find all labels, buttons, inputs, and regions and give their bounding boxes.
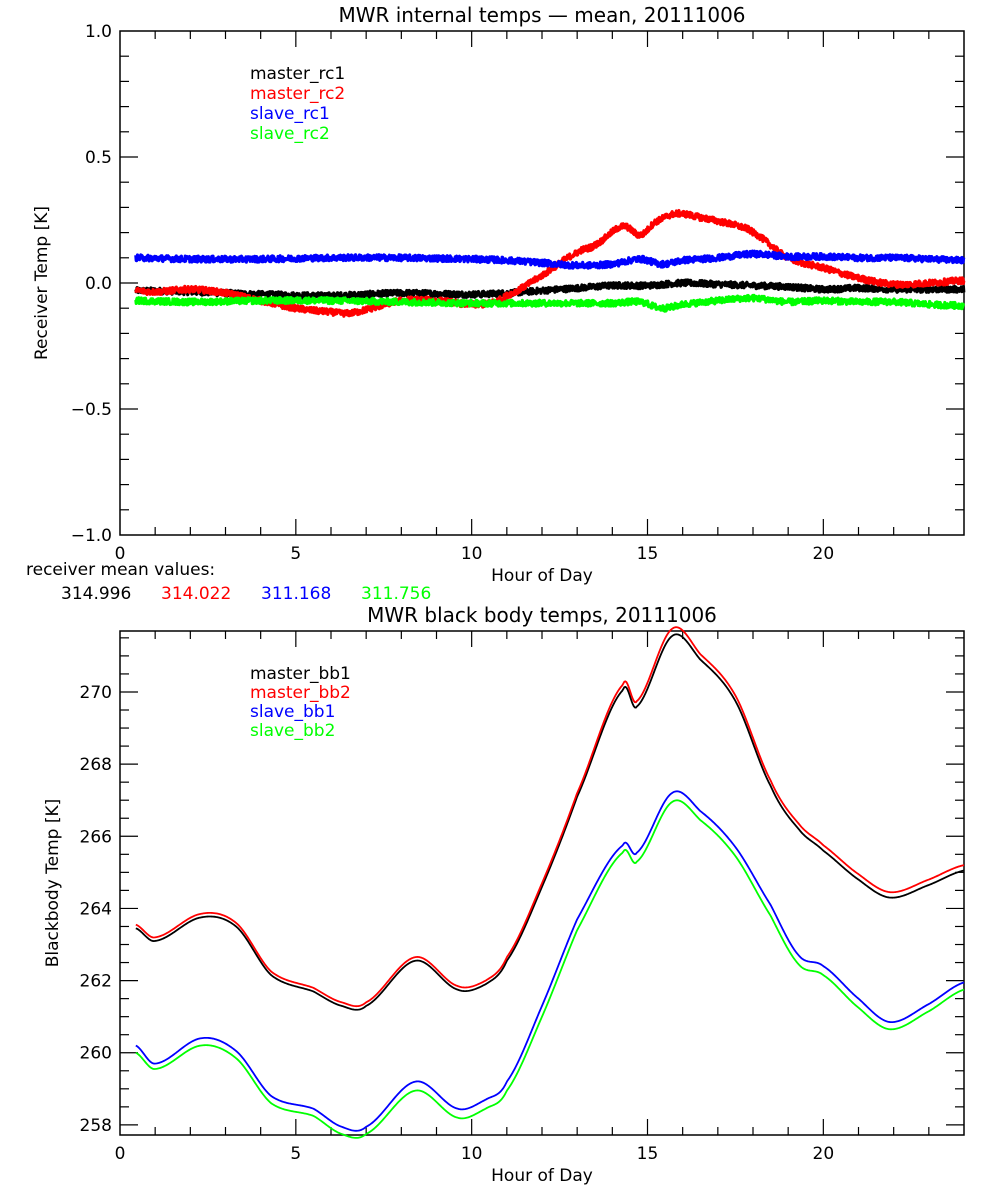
x-axis-label: Hour of Day [491,1166,593,1186]
y-tick-label: 1.0 [85,22,112,42]
legend-item-master-bb1: master_bb1 [250,664,351,684]
x-tick-label: 5 [290,1144,301,1164]
y-tick-label: −0.5 [71,400,112,420]
mean-value: 311.756 [361,584,431,604]
series-line-master-bb1 [135,633,965,1011]
legend-item-slave-rc1: slave_rc1 [250,104,330,124]
y-axis-label: Blackbody Temp [K] [43,799,63,968]
x-tick-label: 20 [813,544,835,564]
series-line-slave-rc1 [134,249,966,270]
chart-title: MWR internal temps — mean, 20111006 [338,3,745,27]
legend-item-master-bb2: master_bb2 [250,683,351,703]
chart-title: MWR black body temps, 20111006 [367,603,717,627]
x-tick-label: 20 [813,1144,835,1164]
x-tick-label: 10 [461,1144,483,1164]
y-tick-label: −1.0 [71,526,112,546]
legend-item-master-rc1: master_rc1 [250,64,345,84]
series-line-master-bb2 [135,626,965,1008]
legend-item-master-rc2: master_rc2 [250,84,345,104]
mean-values-label: receiver mean values: [26,560,215,580]
series-line-slave-bb2 [135,799,965,1139]
x-tick-label: 15 [637,1144,659,1164]
y-tick-label: 262 [80,972,112,992]
series-line-slave-bb1 [135,790,965,1132]
y-tick-label: 260 [80,1044,112,1064]
x-tick-label: 15 [637,544,659,564]
y-tick-label: 264 [80,899,112,919]
x-tick-label: 5 [290,544,301,564]
x-tick-label: 0 [115,544,126,564]
legend-item-slave-bb2: slave_bb2 [250,721,335,741]
x-tick-label: 10 [461,544,483,564]
series-line-master-rc1 [134,278,966,301]
y-axis-label: Receiver Temp [K] [32,206,52,360]
legend-item-slave-rc2: slave_rc2 [250,124,330,144]
plot-frame [119,30,965,536]
x-axis-label: Hour of Day [491,566,593,586]
y-tick-label: 268 [80,755,112,775]
y-tick-label: 270 [80,683,112,703]
y-tick-label: 0.0 [85,274,112,294]
mean-value: 314.996 [61,584,131,604]
y-tick-label: 266 [80,827,112,847]
receiver-temp-chart: MWR internal temps — mean, 20111006 0 5 10… [26,3,966,604]
series-line-slave-rc2 [134,293,966,313]
x-tick-label: 0 [115,1144,126,1164]
legend-item-slave-bb1: slave_bb1 [250,702,335,722]
y-tick-label: 0.5 [85,148,112,168]
y-tick-label: 258 [80,1116,112,1136]
mean-value: 314.022 [161,584,231,604]
mean-values: 314.996 314.022 311.168 311.756 [61,584,431,604]
mean-value: 311.168 [261,584,331,604]
blackbody-temp-chart: MWR black body temps, 20111006 0 5 10 15 20 … [43,603,965,1186]
